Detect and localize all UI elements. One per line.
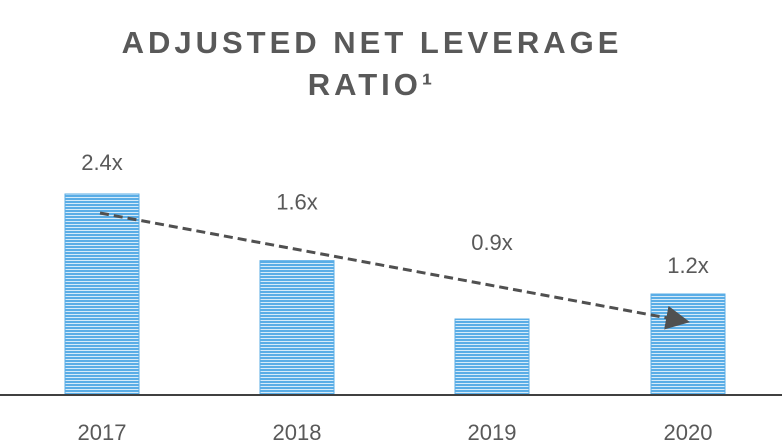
- x-tick-label: 2019: [468, 420, 517, 445]
- value-label: 0.9x: [471, 230, 513, 255]
- value-label: 1.6x: [276, 189, 318, 214]
- trend-arrow: [99, 211, 690, 330]
- bar: [259, 260, 335, 395]
- chart-title: ADJUSTED NET LEVERAGE RATIO¹: [121, 25, 623, 102]
- bar: [64, 193, 140, 395]
- x-tick-label: 2017: [78, 420, 127, 445]
- value-label: 2.4x: [81, 150, 123, 175]
- value-label: 1.2x: [667, 253, 709, 278]
- x-tick-label: 2018: [273, 420, 322, 445]
- bar: [650, 293, 726, 395]
- x-tick-label: 2020: [664, 420, 713, 445]
- bar: [454, 318, 530, 395]
